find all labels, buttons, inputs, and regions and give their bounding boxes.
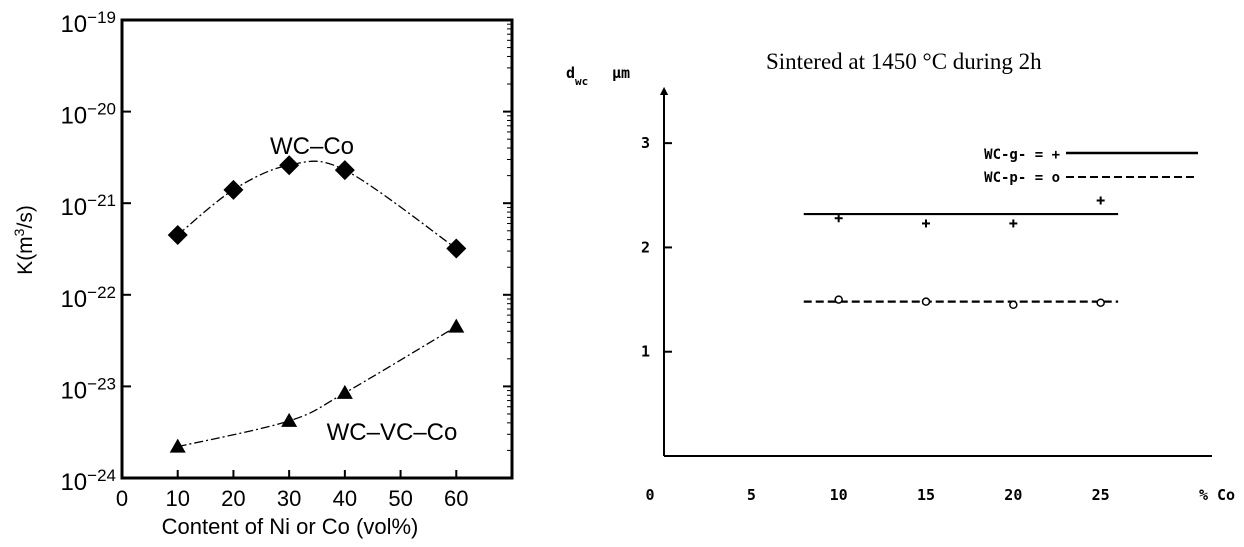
diamond-marker xyxy=(446,238,467,259)
right-x-axis-label: % Co xyxy=(1199,486,1235,504)
right-y-label-d: d xyxy=(566,64,575,82)
triangle-marker xyxy=(169,438,186,453)
left-y-tick-label: 10−22 xyxy=(60,282,116,313)
left-y-tick-label: 10−19 xyxy=(60,8,116,39)
left-y-tick-label: 10−20 xyxy=(60,99,116,130)
right-x-tick-label: 0 xyxy=(645,486,654,504)
left-series-line-0 xyxy=(177,160,457,250)
right-legend: WC-g- = + WC-p- = o xyxy=(984,147,1198,186)
left-y-tick-label: 10−21 xyxy=(60,191,116,222)
right-chart: ▲ 1 2 3 0 5 10 15 20 25 % Co dwc µm Sintered at … xyxy=(566,49,1235,504)
left-series-line-1 xyxy=(177,326,457,448)
legend-label-wc-co: WC–Co xyxy=(270,133,354,160)
left-chart: 10−19 10−20 10−21 10−22 10−23 10−24 0 10 20 30 40… xyxy=(11,8,514,539)
right-y-tick-label: 3 xyxy=(641,134,650,152)
left-series-lines xyxy=(177,160,457,448)
triangle-marker xyxy=(448,318,465,333)
right-y-axis-unit: µm xyxy=(612,64,630,82)
triangle-marker xyxy=(336,384,353,399)
left-plot-frame xyxy=(120,18,514,480)
left-x-tick-label: 10 xyxy=(165,486,189,511)
right-series-markers xyxy=(834,196,1105,310)
triangle-marker xyxy=(281,412,298,427)
right-chart-title: Sintered at 1450 °C during 2h xyxy=(766,49,1042,74)
diamond-marker xyxy=(167,224,188,245)
right-x-tick-label: 25 xyxy=(1092,486,1110,504)
right-y-tick-label: 2 xyxy=(641,238,650,256)
legend-label-wc-p: WC-p- = o xyxy=(984,170,1060,186)
left-series-markers xyxy=(167,155,467,453)
right-y-axis-arrow-icon: ▲ xyxy=(657,82,671,98)
circle-marker xyxy=(1009,300,1018,310)
left-x-axis: 0 10 20 30 40 50 60 xyxy=(116,470,469,511)
legend-label-wc-vc-co: WC–VC–Co xyxy=(327,419,458,446)
left-x-tick-label: 50 xyxy=(388,486,412,511)
right-y-tick-label: 1 xyxy=(641,343,650,361)
right-y-axis-symbol: dwc xyxy=(566,64,588,88)
left-x-tick-label: 40 xyxy=(333,486,357,511)
left-x-axis-label: Content of Ni or Co (vol%) xyxy=(162,514,419,539)
left-y-tick-label: 10−24 xyxy=(60,466,116,497)
left-y-axis: 10−19 10−20 10−21 10−22 10−23 10−24 xyxy=(60,8,512,497)
legend-label-wc-g: WC-g- = + xyxy=(984,147,1060,163)
left-y-axis-label: K(m3/s) xyxy=(11,205,37,275)
circle-marker xyxy=(921,297,931,306)
left-x-tick-label: 30 xyxy=(277,486,301,511)
left-y-label-base: K(m xyxy=(14,236,37,275)
right-y-axis: 1 2 3 xyxy=(641,134,672,361)
left-y-label-tail: /s) xyxy=(14,205,37,228)
right-fit-lines xyxy=(803,212,1119,303)
right-x-tick-label: 10 xyxy=(830,486,848,504)
left-x-tick-label: 60 xyxy=(444,486,468,511)
left-y-label-sup: 3 xyxy=(11,228,27,236)
diamond-marker xyxy=(334,160,355,181)
right-x-tick-label: 15 xyxy=(917,486,935,504)
circle-marker xyxy=(1096,298,1105,307)
diamond-marker xyxy=(223,179,244,200)
right-x-tick-label: 20 xyxy=(1004,486,1022,504)
left-x-tick-label: 0 xyxy=(116,486,128,511)
right-x-tick-label: 5 xyxy=(747,486,756,504)
left-y-tick-label: 10−23 xyxy=(60,374,116,405)
right-y-label-sub: wc xyxy=(575,75,588,88)
right-x-axis: 0 5 10 15 20 25 % Co xyxy=(645,486,1235,504)
left-x-tick-label: 20 xyxy=(221,486,245,511)
circle-marker xyxy=(834,295,843,304)
diamond-marker xyxy=(279,155,300,176)
